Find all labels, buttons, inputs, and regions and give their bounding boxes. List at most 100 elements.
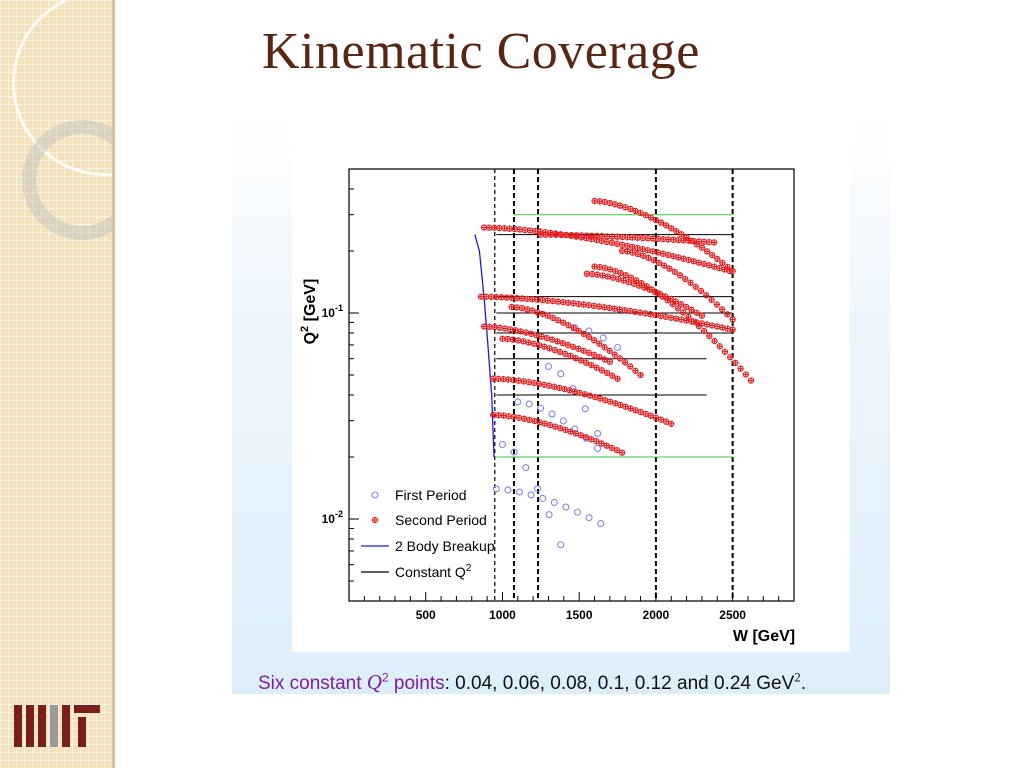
second-period-point <box>567 232 575 239</box>
second-period-point-cross <box>504 295 509 300</box>
second-period-point <box>606 304 613 312</box>
second-period-point-cross <box>562 386 567 392</box>
second-period-point-cross <box>578 433 584 438</box>
second-period-point <box>609 233 616 240</box>
second-period-point <box>514 337 522 344</box>
second-period-point <box>488 293 495 301</box>
second-period-point-cross <box>499 295 504 300</box>
second-period-point-cross <box>607 200 613 206</box>
second-period-point <box>639 245 646 253</box>
second-period-point-cross <box>599 368 605 373</box>
second-period-point-ring <box>667 295 674 303</box>
second-period-point-cross <box>491 376 496 381</box>
second-period-point-cross <box>542 344 547 349</box>
second-period-point <box>559 299 567 306</box>
second-period-point-ring <box>718 306 726 313</box>
second-period-point-cross <box>677 273 683 278</box>
second-period-point <box>642 212 649 219</box>
second-period-point <box>591 263 598 270</box>
second-period-point <box>510 413 518 421</box>
second-period-point-cross <box>665 252 671 258</box>
x-tick-label: 1000 <box>489 608 516 622</box>
second-period-point-cross <box>492 324 497 330</box>
second-period-point-cross <box>555 299 561 304</box>
second-period-point <box>556 384 563 392</box>
second-period-point-cross <box>602 397 608 403</box>
second-period-point-ring <box>657 219 665 226</box>
second-period-point-cross <box>489 294 494 300</box>
second-period-point <box>596 340 603 347</box>
second-period-point-cross <box>633 208 638 214</box>
second-period-point <box>577 432 585 439</box>
second-period-point-cross <box>511 377 516 383</box>
second-period-point-ring <box>721 348 729 355</box>
second-period-point <box>675 254 682 261</box>
second-period-point-cross <box>657 291 663 297</box>
second-period-point-cross <box>679 317 684 322</box>
second-period-point <box>543 334 551 342</box>
second-period-point <box>530 379 538 387</box>
second-period-point <box>552 230 559 237</box>
second-period-point <box>683 234 690 241</box>
second-period-point <box>713 301 720 308</box>
second-period-point-ring <box>588 362 595 369</box>
second-period-point-cross <box>527 228 533 233</box>
second-period-point-cross <box>536 381 542 387</box>
second-period-point-cross <box>589 271 595 277</box>
second-period-point-cross <box>558 425 563 431</box>
second-period-point-cross <box>509 295 514 301</box>
second-period-point-ring <box>662 293 669 300</box>
second-period-point-cross <box>597 264 602 270</box>
x-tick-label: 1500 <box>566 608 593 622</box>
second-period-point-cross <box>563 427 568 433</box>
second-period-point <box>667 314 675 321</box>
second-period-point <box>644 235 652 242</box>
second-period-point-ring <box>636 282 643 289</box>
second-period-point-ring <box>562 350 569 358</box>
second-period-point <box>580 301 587 308</box>
second-period-point-ring <box>567 352 574 360</box>
second-period-point-cross <box>669 421 674 426</box>
second-period-point-cross <box>635 251 641 257</box>
second-period-point-cross <box>643 411 649 417</box>
second-period-point <box>547 229 554 237</box>
second-period-point <box>565 299 572 306</box>
second-period-point <box>567 428 574 435</box>
second-period-point-ring <box>709 251 716 259</box>
second-period-point-ring <box>634 250 642 258</box>
second-period-point-cross <box>584 236 589 241</box>
second-period-point <box>565 322 572 329</box>
second-period-point-cross <box>571 325 576 331</box>
second-period-point-cross <box>701 239 707 244</box>
second-period-point-cross <box>505 336 510 342</box>
second-period-point <box>495 375 502 382</box>
second-period-point-ring <box>564 341 572 349</box>
second-period-point-cross <box>542 421 547 426</box>
second-period-point <box>511 225 518 233</box>
second-period-point-ring <box>570 324 577 332</box>
second-period-point-ring <box>703 292 710 299</box>
second-period-point-ring <box>655 259 663 266</box>
second-period-point <box>508 303 515 311</box>
second-period-point-cross <box>617 203 623 208</box>
second-period-point-cross <box>487 324 492 329</box>
second-period-point-cross <box>576 328 581 334</box>
second-period-point-cross <box>662 263 667 268</box>
second-period-point-cross <box>571 301 576 306</box>
second-period-point <box>482 293 490 300</box>
second-period-point-cross <box>640 246 645 252</box>
second-period-point <box>737 365 744 372</box>
second-period-point <box>541 343 548 350</box>
second-period-point-ring <box>546 345 553 352</box>
second-period-point-cross <box>730 327 735 332</box>
second-period-point-cross <box>691 319 696 324</box>
second-period-point <box>607 266 614 273</box>
second-period-point <box>607 398 614 405</box>
second-period-point-ring <box>565 322 572 329</box>
first-period-point <box>545 511 553 519</box>
second-period-point-ring <box>650 257 657 264</box>
second-period-point <box>541 420 548 427</box>
second-period-point <box>495 412 502 419</box>
second-period-point-cross <box>530 308 535 313</box>
second-period-point-ring <box>716 343 723 350</box>
